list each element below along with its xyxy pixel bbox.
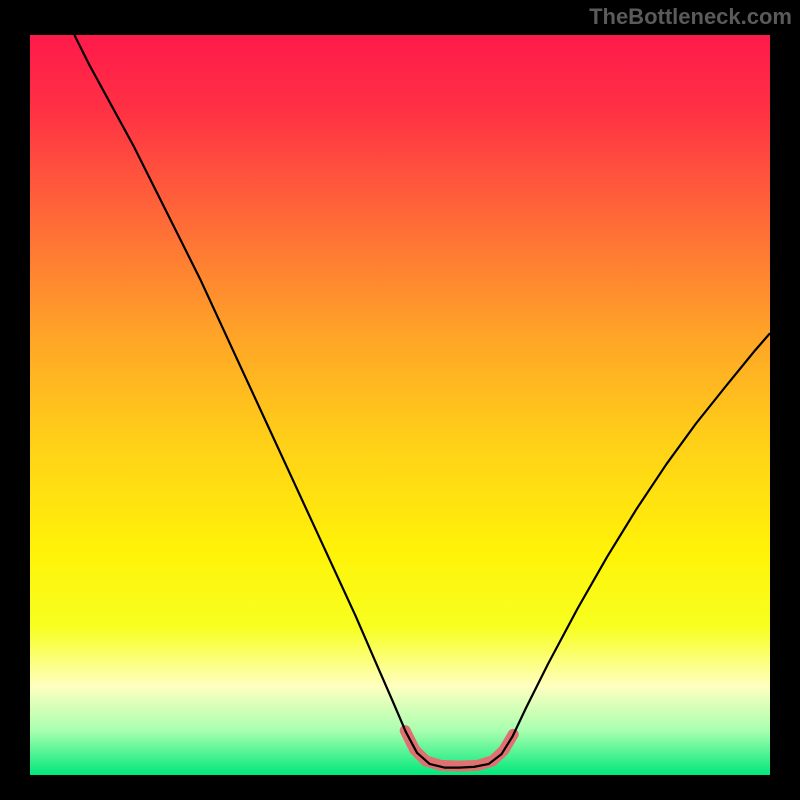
- chart-frame: TheBottleneck.com: [0, 0, 800, 800]
- gradient-background: [30, 35, 770, 775]
- chart-svg: [30, 35, 770, 775]
- watermark-text: TheBottleneck.com: [589, 4, 792, 30]
- plot-area: [30, 35, 770, 775]
